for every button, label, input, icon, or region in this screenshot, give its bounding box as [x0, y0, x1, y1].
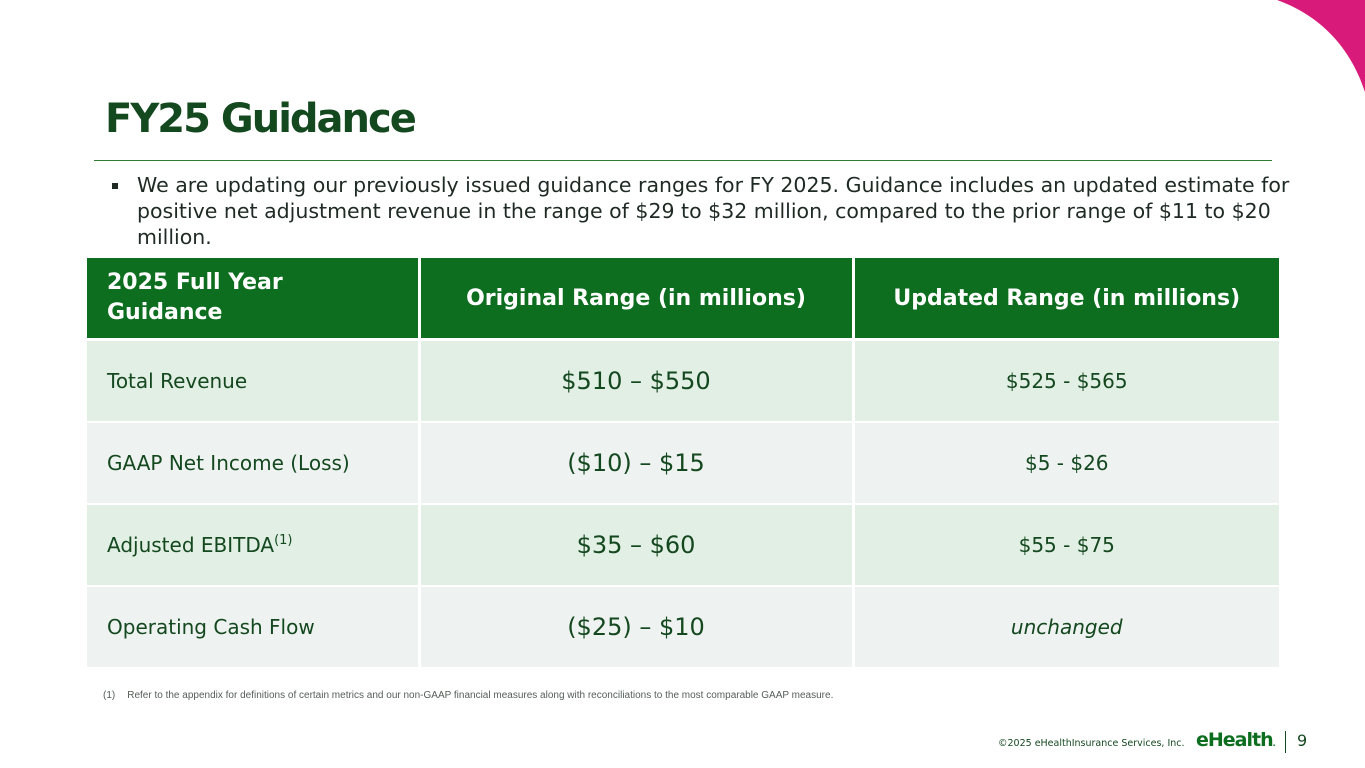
updated-range-cell: $55 - $75 [853, 504, 1279, 587]
title-divider [94, 160, 1272, 161]
header-updated-range: Updated Range (in millions) [853, 258, 1279, 341]
footnote-reference: (1) [274, 533, 293, 548]
original-range-cell: ($10) – $15 [419, 422, 855, 505]
original-range-cell: $510 – $550 [419, 339, 855, 423]
updated-range-cell: unchanged [853, 586, 1279, 669]
metric-label: Total Revenue [107, 369, 248, 393]
header-metric: 2025 Full Year Guidance [87, 258, 421, 341]
table-row: Adjusted EBITDA(1) $35 – $60 $55 - $75 [87, 504, 1279, 587]
original-range-cell: ($25) – $10 [419, 586, 855, 669]
table-row: GAAP Net Income (Loss) ($10) – $15 $5 - … [87, 422, 1279, 505]
page-title: FY25 Guidance [105, 96, 417, 142]
updated-range-cell: $525 - $565 [853, 339, 1279, 423]
table-row: Total Revenue $510 – $550 $525 - $565 [87, 339, 1279, 423]
table-row: Operating Cash Flow ($25) – $10 unchange… [87, 586, 1279, 669]
footnote-text: Refer to the appendix for definitions of… [127, 690, 834, 701]
footnote: (1) Refer to the appendix for definitions… [103, 690, 833, 701]
table-header-row: 2025 Full Year Guidance Original Range (… [87, 258, 1279, 341]
square-bullet-icon [112, 183, 118, 189]
bullet-item: We are updating our previously issued gu… [108, 172, 1298, 250]
original-range-cell: $35 – $60 [419, 504, 855, 587]
ehealth-logo: eHealth. [1196, 729, 1276, 751]
header-original-range: Original Range (in millions) [419, 258, 855, 341]
footer-divider [1285, 731, 1286, 753]
guidance-table: 2025 Full Year Guidance Original Range (… [87, 258, 1279, 669]
metric-cell: Adjusted EBITDA(1) [87, 504, 421, 587]
logo-wordmark: eHealth [1196, 729, 1274, 751]
metric-cell: Total Revenue [87, 339, 421, 423]
metric-label: Operating Cash Flow [107, 615, 315, 639]
metric-label: Adjusted EBITDA [107, 533, 275, 557]
copyright-text: ©2025 eHealthInsurance Services, Inc. [998, 738, 1185, 749]
corner-accent-shape [1277, 0, 1365, 92]
page-number: 9 [1297, 731, 1308, 750]
metric-cell: Operating Cash Flow [87, 586, 421, 669]
updated-range-cell: $5 - $26 [853, 422, 1279, 505]
metric-cell: GAAP Net Income (Loss) [87, 422, 421, 505]
bullet-text: We are updating our previously issued gu… [137, 173, 1290, 249]
footnote-number: (1) [103, 690, 116, 701]
logo-mark: . [1272, 739, 1276, 748]
metric-label: GAAP Net Income (Loss) [107, 451, 350, 475]
